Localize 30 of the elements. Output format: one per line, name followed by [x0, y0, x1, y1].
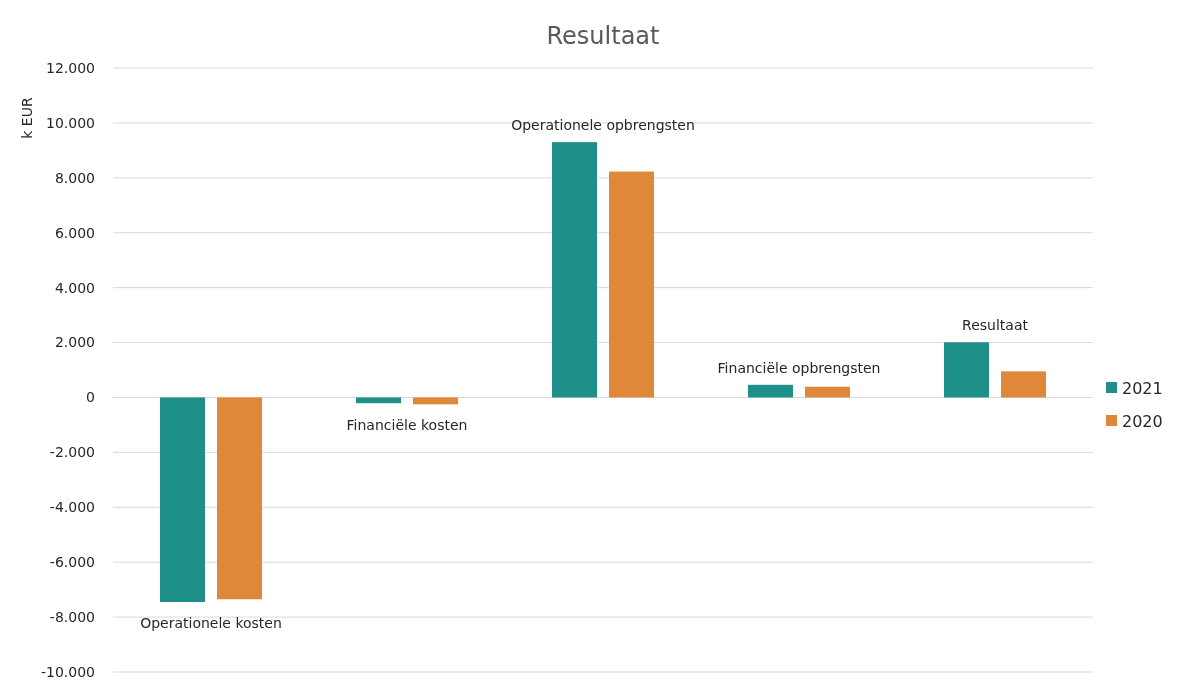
y-tick-label: -2.000 [49, 444, 95, 461]
x-tick-label: Financiële kosten [346, 417, 468, 434]
y-tick-label: -4.000 [49, 499, 95, 516]
bar [413, 397, 458, 405]
legend-label: 2020 [1122, 411, 1163, 431]
x-tick-label: Financiële opbrengsten [717, 359, 881, 376]
bar [356, 397, 401, 404]
y-tick-label: 6.000 [54, 224, 95, 241]
y-tick-label: -6.000 [49, 554, 95, 571]
y-tick-label: -8.000 [49, 608, 95, 625]
x-tick-label: Operationele kosten [140, 614, 282, 631]
y-axis-title: k EUR [19, 97, 35, 139]
bar [217, 397, 262, 600]
bar [552, 142, 597, 398]
y-tick-label: 10.000 [46, 114, 95, 131]
bar [160, 397, 205, 602]
x-tick-label: Operationele opbrengsten [511, 117, 695, 134]
y-tick-label: 8.000 [54, 169, 95, 186]
y-tick-label: 12.000 [46, 59, 95, 76]
bar [748, 384, 793, 398]
y-tick-label: 4.000 [54, 279, 95, 296]
bar [944, 342, 989, 398]
bar [609, 171, 654, 398]
y-tick-label: 0 [86, 389, 95, 406]
bar [1001, 371, 1046, 398]
y-tick-label: 2.000 [54, 334, 95, 351]
bar [805, 386, 850, 398]
chart-title: Resultaat [546, 22, 660, 50]
legend-label: 2021 [1122, 378, 1163, 398]
y-tick-label: -10.000 [40, 663, 95, 680]
